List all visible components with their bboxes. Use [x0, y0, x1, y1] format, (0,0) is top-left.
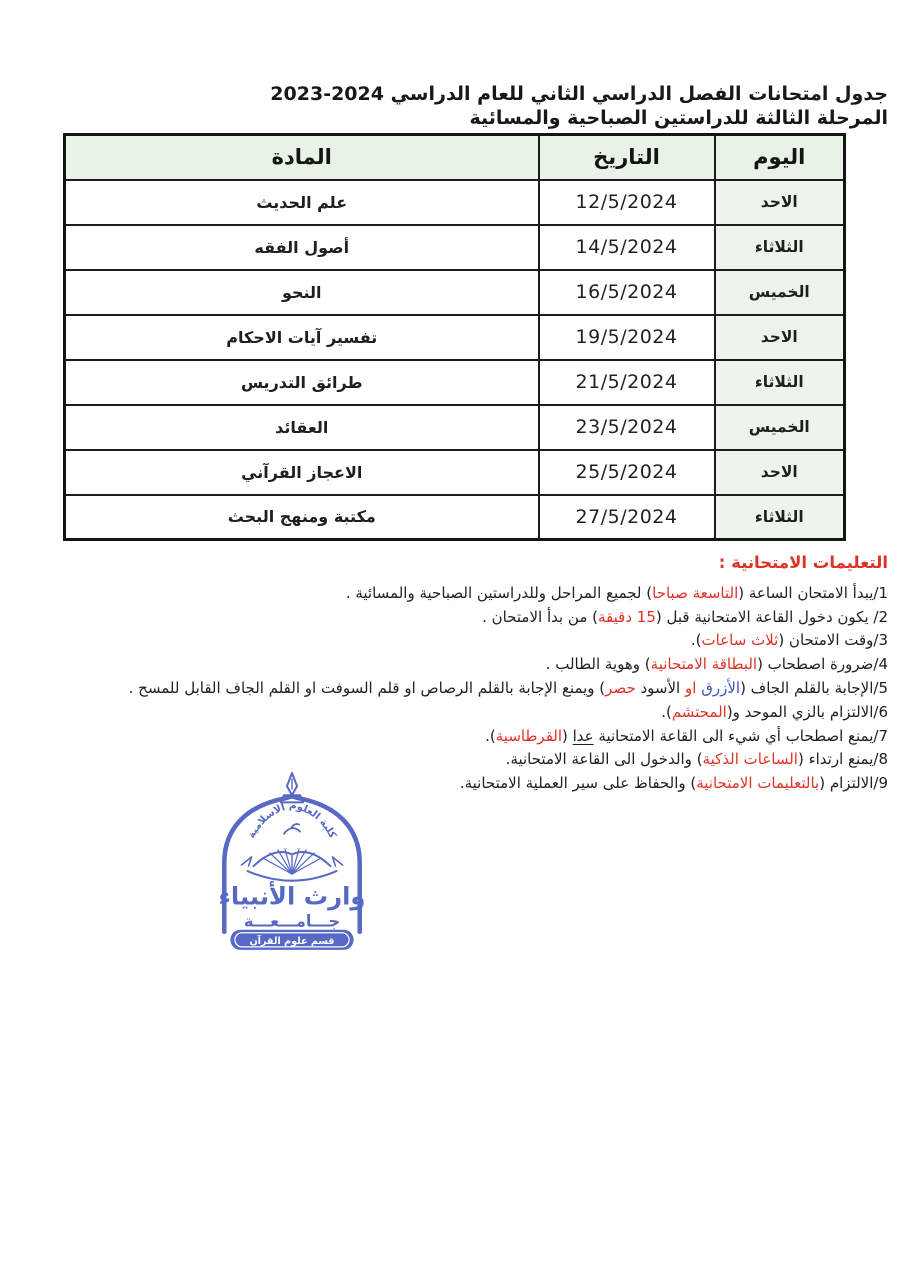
instruction-segment-normal: ) والدخول الى القاعة الامتحانية. — [505, 750, 703, 769]
stamp-open-book-icon — [240, 848, 344, 882]
instruction-item: 9/الالتزام (بالتعليمات الامتحانية) والحف… — [43, 772, 888, 796]
table-row: الاحد 12/5/2024 علم الحديث — [63, 178, 846, 226]
day-cell: الاحد — [713, 313, 846, 361]
instruction-segment-normal: ) ويمنع الإجابة بالقلم الرصاص او قلم الس… — [128, 678, 606, 697]
date-cell: 16/5/2024 — [537, 268, 716, 316]
instruction-item: 7/يمنع اصطحاب أي شيء الى القاعة الامتحان… — [43, 725, 888, 749]
subject-cell: طرائق التدريس — [63, 358, 540, 406]
subject-cell: علم الحديث — [63, 178, 540, 226]
instruction-segment-normal: 7/يمنع اصطحاب أي شيء الى القاعة الامتحان… — [593, 726, 888, 745]
table-header-row: اليوم التاريخ المادة — [63, 133, 846, 181]
subject-cell: العقائد — [63, 403, 540, 451]
header-date: التاريخ — [537, 133, 716, 181]
instruction-segment-normal: ). — [661, 702, 672, 721]
day-cell: الخميس — [713, 268, 846, 316]
instruction-segment-normal: 2/ يكون دخول القاعة الامتحانية قبل ( — [655, 607, 888, 626]
instruction-segment-normal: 4/ضرورة اصطحاب ( — [757, 655, 888, 674]
day-cell: الثلاثاء — [713, 358, 846, 406]
instruction-segment-normal: 9/الالتزام ( — [819, 774, 888, 793]
title-line-2: المرحلة الثالثة للدراستين الصباحية والمس… — [469, 107, 888, 129]
day-cell: الثلاثاء — [713, 223, 846, 271]
instruction-segment-normal: ) من بدأ الامتحان . — [482, 607, 599, 626]
day-cell: الثلاثاء — [713, 493, 846, 541]
subject-cell: تفسير آيات الاحكام — [63, 313, 540, 361]
instruction-segment-normal: ) وهوية الطالب . — [545, 655, 651, 674]
instruction-segment-red: التاسعة صباحا — [652, 583, 739, 602]
table-row: الخميس 23/5/2024 العقائد — [63, 403, 846, 451]
instruction-segment-normal: 3/وقت الامتحان ( — [778, 631, 888, 650]
date-cell: 23/5/2024 — [537, 403, 716, 451]
date-cell: 21/5/2024 — [537, 358, 716, 406]
table-row: الاحد 25/5/2024 الاعجاز القرآني — [63, 448, 846, 496]
instruction-item: 8/يمنع ارتداء (الساعات الذكية) والدخول ا… — [43, 748, 888, 772]
instruction-segment-red: حصر — [605, 678, 636, 697]
subject-cell: الاعجاز القرآني — [63, 448, 540, 496]
instruction-segment-normal: ) والحفاظ على سير العملية الامتحانية. — [459, 774, 697, 793]
instruction-item: 5/الإجابة بالقلم الجاف (الأزرق او الأسود… — [43, 677, 888, 701]
instruction-list: 1/يبدأ الامتحان الساعة (التاسعة صباحا) ل… — [43, 582, 888, 796]
table-row: الخميس 16/5/2024 النحو — [63, 268, 846, 316]
header-subject: المادة — [63, 133, 540, 181]
instruction-segment-normal: 1/يبدأ الامتحان الساعة ( — [738, 583, 888, 602]
subject-cell: مكتبة ومنهج البحث — [63, 493, 540, 541]
instruction-segment-normal: ). — [690, 631, 702, 650]
day-cell: الاحد — [713, 448, 846, 496]
table-row: الثلاثاء 14/5/2024 أصول الفقه — [63, 223, 846, 271]
instructions-heading: التعليمات الامتحانية : — [718, 553, 888, 572]
instruction-segment-red: القرطاسية — [495, 726, 563, 745]
instruction-segment-red: المحتشم — [671, 702, 727, 721]
subject-cell: أصول الفقه — [63, 223, 540, 271]
instruction-item: 3/وقت الامتحان (ثلاث ساعات). — [43, 629, 888, 653]
instruction-segment-normal: 8/يمنع ارتداء ( — [797, 750, 888, 769]
university-stamp-logo: كلية العلوم الاسلامية وارث الأنبياء جـــ… — [219, 772, 366, 950]
table-row: الثلاثاء 21/5/2024 طرائق التدريس — [63, 358, 846, 406]
document-title: جدول امتحانات الفصل الدراسي الثاني للعام… — [270, 82, 888, 130]
instruction-segment-red: ثلاث ساعات — [701, 631, 779, 650]
stamp-university-word: جـــامـــعـــة — [244, 912, 340, 931]
day-cell: الاحد — [713, 178, 846, 226]
instruction-segment-blue: الأزرق — [701, 678, 741, 697]
stamp-arch-outline — [222, 794, 362, 934]
title-line-1: جدول امتحانات الفصل الدراسي الثاني للعام… — [270, 83, 888, 105]
instruction-segment-normal: ) لجميع المراحل وللدراستين الصباحية والم… — [345, 583, 653, 602]
date-cell: 25/5/2024 — [537, 448, 716, 496]
instruction-segment-normal: 6/الالتزام بالزي الموحد و( — [726, 702, 888, 721]
date-cell: 27/5/2024 — [537, 493, 716, 541]
instruction-segment-normal: ). — [485, 726, 496, 745]
day-cell: الخميس — [713, 403, 846, 451]
stamp-department-text: قسم علوم القرآن — [249, 934, 334, 947]
instruction-segment-normal: 5/الإجابة بالقلم الجاف ( — [740, 678, 888, 697]
header-day: اليوم — [713, 133, 846, 181]
date-cell: 12/5/2024 — [537, 178, 716, 226]
instruction-item: 2/ يكون دخول القاعة الامتحانية قبل (15 د… — [43, 606, 888, 630]
stamp-dove-icon — [283, 823, 301, 835]
table-row: الثلاثاء 27/5/2024 مكتبة ومنهج البحث — [63, 493, 846, 541]
table-row: الاحد 19/5/2024 تفسير آيات الاحكام — [63, 313, 846, 361]
table-body: الاحد 12/5/2024 علم الحديث الثلاثاء 14/5… — [63, 178, 846, 541]
date-cell: 14/5/2024 — [537, 223, 716, 271]
instruction-item: 6/الالتزام بالزي الموحد و(المحتشم). — [43, 701, 888, 725]
instruction-item: 4/ضرورة اصطحاب (البطاقة الامتحانية) وهوي… — [43, 653, 888, 677]
instruction-segment-normal: الأسود — [635, 678, 685, 697]
subject-cell: النحو — [63, 268, 540, 316]
instruction-item: 1/يبدأ الامتحان الساعة (التاسعة صباحا) ل… — [43, 582, 888, 606]
exam-instructions: التعليمات الامتحانية : 1/يبدأ الامتحان ا… — [43, 551, 888, 796]
instruction-segment-red: البطاقة الامتحانية — [650, 655, 758, 674]
instruction-segment-red: او — [685, 678, 697, 697]
instruction-segment-underline: عدا — [572, 726, 594, 745]
stamp-department-banner: قسم علوم القرآن — [230, 929, 354, 950]
date-cell: 19/5/2024 — [537, 313, 716, 361]
stamp-university-name: وارث الأنبياء — [219, 880, 366, 910]
instruction-segment-red: 15 دقيقة — [598, 607, 656, 626]
exam-schedule-table: اليوم التاريخ المادة الاحد 12/5/2024 علم… — [63, 133, 846, 541]
instruction-segment-red: بالتعليمات الامتحانية — [696, 774, 820, 793]
instruction-segment-red: الساعات الذكية — [702, 750, 798, 769]
instruction-segment-normal: ( — [562, 726, 573, 745]
